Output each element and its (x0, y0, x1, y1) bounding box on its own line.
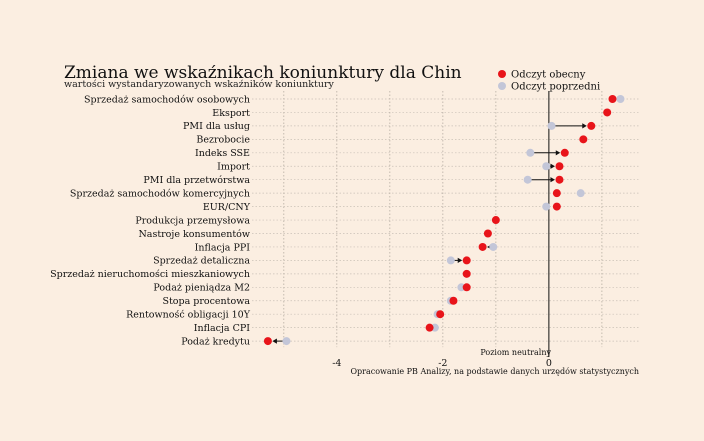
category-label: Inflacja PPI (195, 242, 251, 253)
arrow-head (555, 150, 561, 156)
change-arrow (527, 177, 555, 183)
category-labels: Sprzedaż samochodów osobowych Eksport PMI … (50, 94, 251, 347)
arrow-head (582, 123, 587, 129)
current-point (555, 162, 564, 171)
current-point (579, 135, 588, 144)
arrow-head (272, 338, 277, 344)
previous-point (523, 175, 532, 184)
previous-point (616, 95, 625, 103)
x-tick-label: -2 (438, 358, 447, 369)
previous-point (576, 189, 585, 198)
category-label: Stopa procentowa (162, 296, 250, 307)
current-point (552, 189, 561, 198)
current-point (483, 229, 492, 238)
category-label: Nastroje konsumentów (138, 229, 250, 240)
category-label: Podaż pieniądza M2 (153, 283, 250, 294)
previous-point (282, 337, 291, 346)
chart-title: Zmiana we wskaźnikach koniunktury dla Ch… (64, 63, 462, 83)
legend-previous-label: Odczyt poprzedni (511, 82, 600, 93)
current-point (560, 148, 569, 157)
reference-line-label: Poziom neutralny (480, 348, 551, 357)
previous-point (547, 121, 556, 130)
category-label: Produkcja przemysłowa (135, 215, 250, 226)
current-point (436, 310, 445, 319)
category-label: Sprzedaż detaliczna (153, 256, 250, 267)
change-arrow (530, 150, 561, 156)
arrow-head (550, 163, 555, 169)
legend: Odczyt obecny Odczyt poprzedni (498, 70, 600, 93)
current-points (263, 95, 617, 346)
current-point (478, 242, 487, 251)
current-point (608, 95, 617, 103)
current-point (449, 296, 458, 305)
category-label: Rentowność obligacji 10Y (126, 310, 251, 321)
category-label: Inflacja CPI (194, 323, 250, 334)
category-label: Import (217, 162, 250, 173)
current-point (603, 108, 612, 117)
x-tick-label: 0 (546, 358, 552, 369)
category-label: Sprzedaż samochodów komercyjnych (70, 188, 250, 199)
current-point (555, 175, 564, 184)
arrow-head (457, 257, 463, 263)
current-point (462, 283, 471, 292)
current-point (263, 337, 272, 346)
chart-subtitle: wartości wystandaryzowanych wskaźników k… (64, 79, 335, 90)
current-point (462, 269, 471, 278)
current-point (425, 323, 434, 332)
previous-point (542, 202, 551, 211)
previous-point (526, 148, 535, 157)
legend-current-label: Odczyt obecny (511, 70, 586, 81)
previous-point (446, 256, 455, 265)
current-point (491, 216, 500, 225)
previous-point (489, 242, 498, 251)
current-point (587, 121, 596, 130)
legend-current-marker (498, 70, 506, 78)
arrow-head (550, 177, 555, 183)
category-label: PMI dla usług (183, 121, 250, 132)
grid (252, 91, 639, 357)
source-note: Opracowanie PB Analizy, na podstawie dan… (350, 367, 639, 376)
category-label: Podaż kredytu (181, 336, 250, 347)
change-arrow (551, 123, 587, 129)
x-tick-labels: -4 -2 0 (332, 358, 552, 369)
category-label: EUR/CNY (203, 202, 251, 213)
category-label: PMI dla przetwórstwa (143, 175, 250, 186)
previous-point (542, 162, 551, 171)
current-point (552, 202, 561, 211)
category-label: Indeks SSE (195, 148, 250, 159)
category-label: Eksport (212, 108, 250, 119)
category-label: Sprzedaż samochodów osobowych (84, 94, 250, 105)
legend-previous-marker (498, 82, 506, 90)
category-label: Sprzedaż nieruchomości mieszkaniowych (50, 269, 250, 280)
category-label: Bezrobocie (196, 135, 250, 146)
x-tick-label: -4 (332, 358, 341, 369)
current-point (462, 256, 471, 265)
